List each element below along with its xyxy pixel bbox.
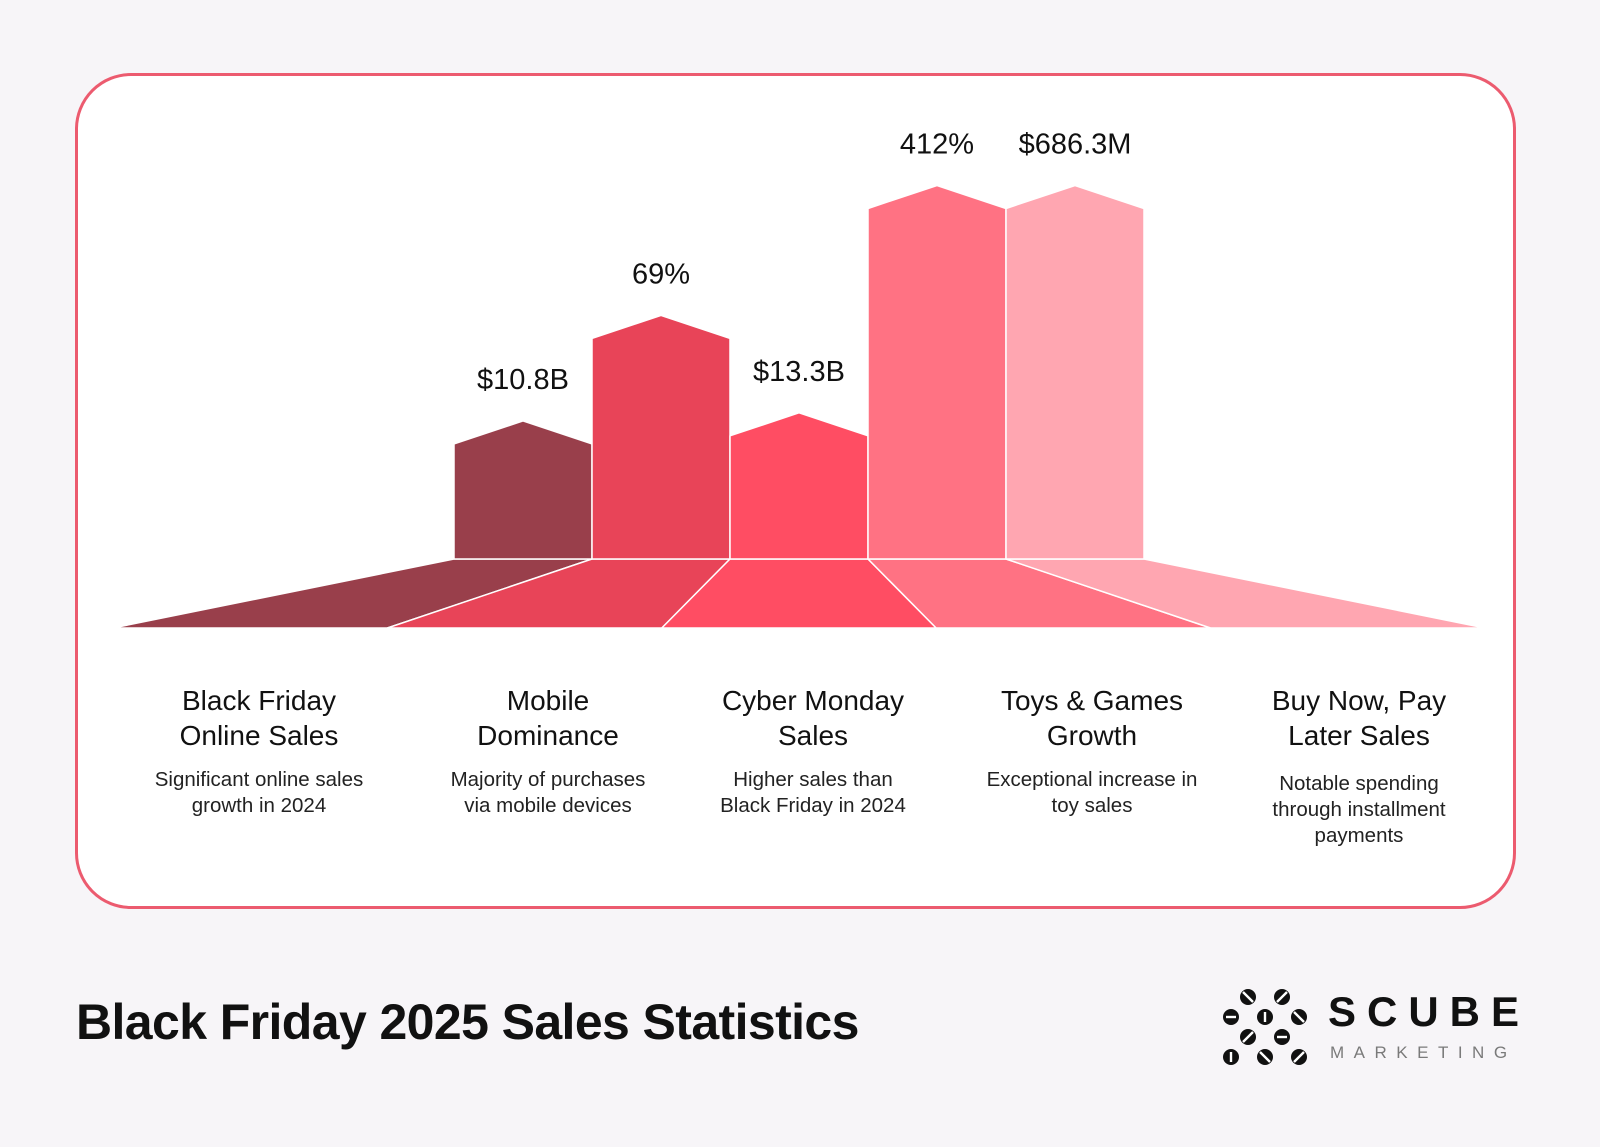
category-description: Higher sales than Black Friday in 2024: [720, 768, 906, 817]
data-label: 412%: [900, 128, 974, 160]
category-mobile-dominance: Mobile Dominance Majority of purchases v…: [413, 683, 683, 819]
data-label: 69%: [632, 258, 690, 290]
category-title: Black Friday Online Sales: [179, 685, 339, 751]
bar: [867, 184, 1007, 560]
category-description: Majority of purchases via mobile devices: [450, 768, 646, 817]
category-toys-games: Toys & Games Growth Exceptional increase…: [957, 683, 1227, 819]
category-title: Mobile Dominance: [477, 685, 619, 751]
bar: [729, 412, 869, 560]
logo-subtitle: MARKETING: [1330, 1043, 1517, 1062]
page-title: Black Friday 2025 Sales Statistics: [76, 994, 859, 1050]
logo-name: SCUBE: [1328, 988, 1531, 1035]
data-label: $686.3M: [1019, 128, 1132, 160]
data-label: $10.8B: [477, 364, 569, 396]
category-description: Exceptional increase in toy sales: [986, 768, 1198, 817]
category-title: Cyber Monday Sales: [721, 685, 905, 751]
scube-dots-icon: [1223, 989, 1307, 1065]
category-black-friday: Black Friday Online Sales Significant on…: [124, 683, 394, 819]
category-bnpl: Buy Now, Pay Later Sales Notable spendin…: [1224, 683, 1494, 849]
scube-logo: SCUBE MARKETING: [1222, 988, 1522, 1078]
category-title: Buy Now, Pay Later Sales: [1271, 685, 1447, 751]
category-cyber-monday: Cyber Monday Sales Higher sales than Bla…: [678, 683, 948, 819]
category-description: Significant online sales growth in 2024: [154, 768, 364, 817]
bar: [1005, 184, 1145, 560]
bar: [591, 314, 731, 560]
category-title: Toys & Games Growth: [1000, 685, 1184, 751]
data-label: $13.3B: [753, 356, 845, 388]
bar: [453, 420, 593, 560]
category-description: Notable spending through installment pay…: [1272, 772, 1446, 847]
